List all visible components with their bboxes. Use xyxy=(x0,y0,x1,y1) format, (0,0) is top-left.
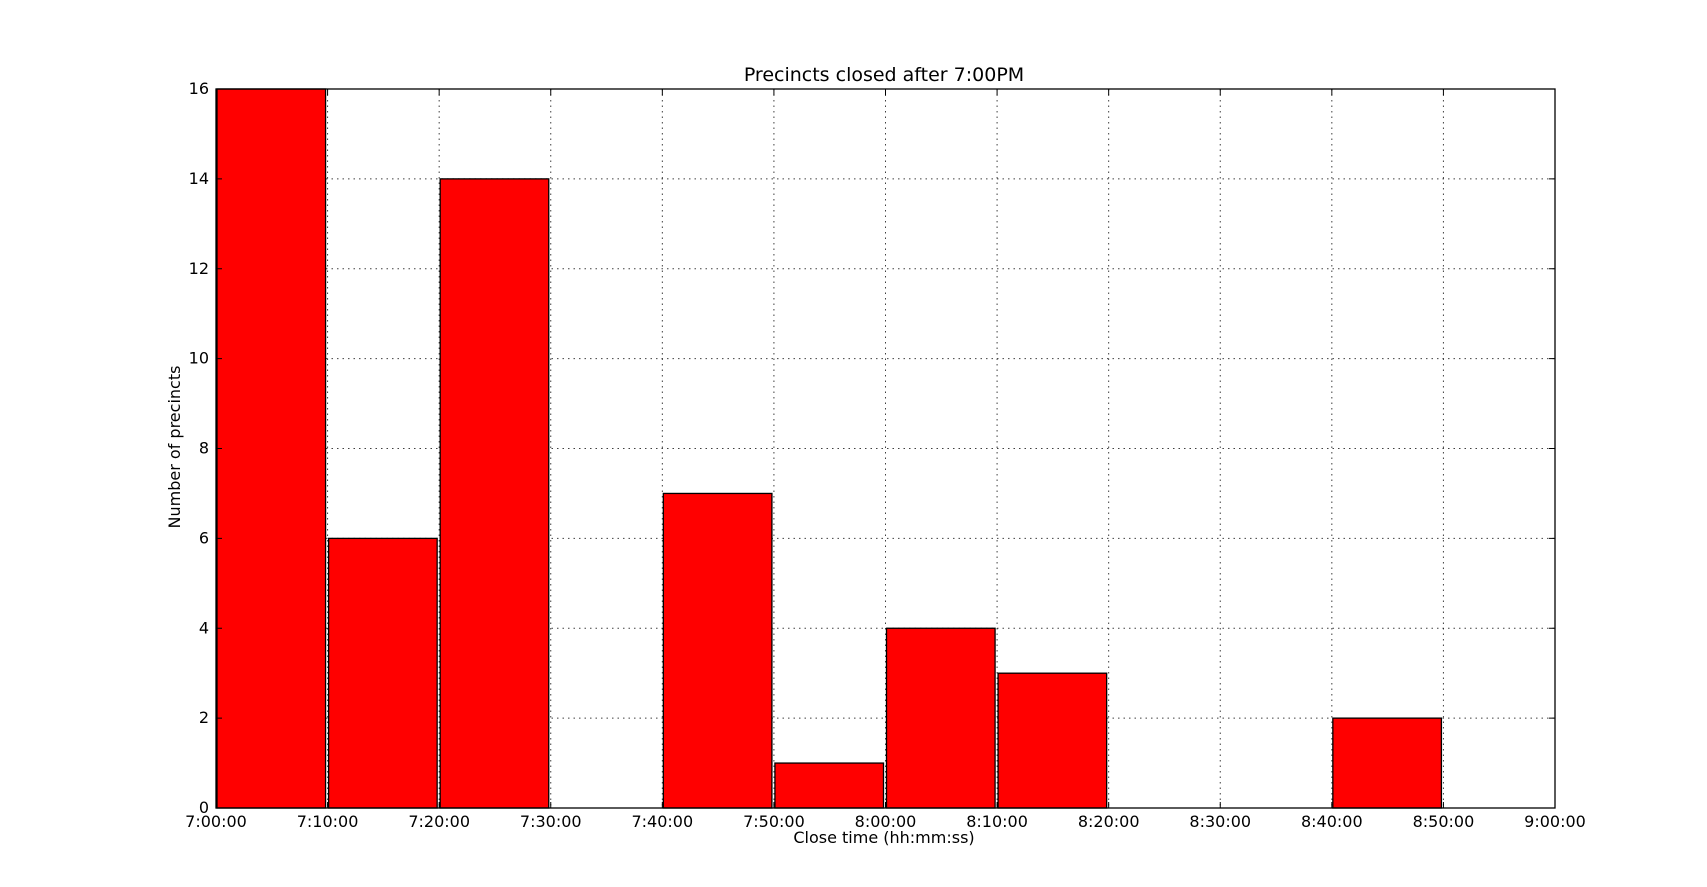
x-tick-label: 7:20:00 xyxy=(408,812,470,831)
x-tick-label: 7:50:00 xyxy=(743,812,805,831)
x-tick-label: 8:30:00 xyxy=(1189,812,1251,831)
histogram-bar xyxy=(885,627,996,809)
y-tick-label: 16 xyxy=(189,79,209,98)
y-tick-label: 0 xyxy=(199,798,209,817)
histogram-bar xyxy=(439,178,550,809)
y-tick-label: 12 xyxy=(189,259,209,278)
x-tick-label: 8:20:00 xyxy=(1078,812,1140,831)
x-tick-label: 9:00:00 xyxy=(1524,812,1586,831)
y-tick-label: 10 xyxy=(189,349,209,368)
y-tick-label: 4 xyxy=(199,618,209,637)
histogram-bar xyxy=(1332,717,1443,809)
histogram-bar xyxy=(662,492,773,809)
plot-frame xyxy=(215,88,1556,809)
x-tick-label: 8:40:00 xyxy=(1301,812,1363,831)
histogram-bar xyxy=(216,88,327,809)
histogram-bar xyxy=(774,762,885,809)
x-tick-label: 8:50:00 xyxy=(1413,812,1475,831)
labels-layer: 7:00:00 7:10:00 7:20:00 7:30:00 7:40:00 7:50:… xyxy=(185,79,1586,831)
x-tick-label: 7:40:00 xyxy=(631,812,693,831)
chart-title: Precincts closed after 7:00PM xyxy=(744,64,1024,86)
y-axis-title: Number of precincts xyxy=(165,366,184,529)
bars-layer xyxy=(216,88,1443,809)
y-tick-label: 6 xyxy=(199,528,209,547)
x-tick-label: 7:30:00 xyxy=(520,812,582,831)
x-tick-label: 7:00:00 xyxy=(185,812,247,831)
histogram-bar xyxy=(997,672,1108,809)
histogram-bar xyxy=(327,537,438,809)
x-tick-label: 8:00:00 xyxy=(855,812,917,831)
y-tick-label: 14 xyxy=(189,169,209,188)
x-axis-title: Close time (hh:mm:ss) xyxy=(793,828,974,847)
x-tick-label: 7:10:00 xyxy=(297,812,359,831)
x-tick-label: 8:10:00 xyxy=(966,812,1028,831)
y-tick-label: 8 xyxy=(199,439,209,458)
y-tick-label: 2 xyxy=(199,708,209,727)
